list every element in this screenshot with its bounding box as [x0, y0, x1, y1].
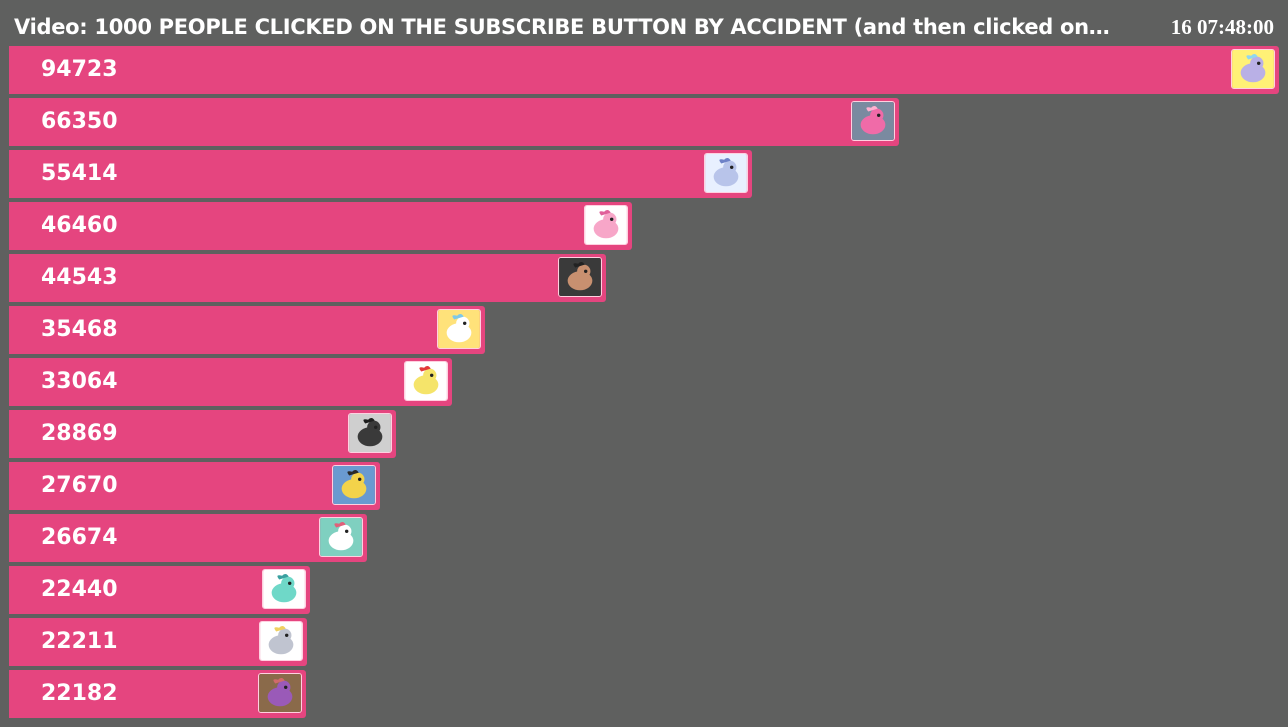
pony-pink-icon	[851, 101, 895, 141]
pony-teal-icon	[262, 569, 306, 609]
bar-value-label: 35468	[41, 317, 118, 342]
pony-white-green-icon	[319, 517, 363, 557]
pony-yellow-icon	[332, 465, 376, 505]
pony-blue-icon	[704, 153, 748, 193]
pony-grey-icon	[259, 621, 303, 661]
timestamp-label: 16 07:48:00	[1170, 15, 1274, 39]
bar: 28869	[9, 410, 396, 458]
bar-value-label: 28869	[41, 421, 118, 446]
dark-creature-icon	[348, 413, 392, 453]
bar-value-label: 27670	[41, 473, 118, 498]
bar-value-label: 66350	[41, 109, 118, 134]
bar: 22211	[9, 618, 307, 666]
bar: 33064	[9, 358, 452, 406]
pony-lavender-icon	[1231, 49, 1275, 89]
bar-value-label: 22211	[41, 629, 118, 654]
bar-value-label: 55414	[41, 161, 118, 186]
bar-value-label: 22440	[41, 577, 118, 602]
bar: 22440	[9, 566, 310, 614]
person-face-icon	[558, 257, 602, 297]
bar: 66350	[9, 98, 899, 146]
bar: 26674	[9, 514, 367, 562]
pony-yellow-red-icon	[404, 361, 448, 401]
bar-value-label: 44543	[41, 265, 118, 290]
bar-value-label: 46460	[41, 213, 118, 238]
bar-value-label: 33064	[41, 369, 118, 394]
bar: 55414	[9, 150, 752, 198]
bar-value-label: 22182	[41, 681, 118, 706]
bar-value-label: 26674	[41, 525, 118, 550]
bar: 44543	[9, 254, 606, 302]
pony-white-icon	[437, 309, 481, 349]
chart-title: Video: 1000 PEOPLE CLICKED ON THE SUBSCR…	[14, 15, 1110, 39]
bar: 46460	[9, 202, 632, 250]
pony-pink-small-icon	[584, 205, 628, 245]
bar: 94723	[9, 46, 1279, 94]
bar: 22182	[9, 670, 306, 718]
bar: 27670	[9, 462, 380, 510]
bar-value-label: 94723	[41, 57, 118, 82]
pony-purple-icon	[258, 673, 302, 713]
bar: 35468	[9, 306, 485, 354]
